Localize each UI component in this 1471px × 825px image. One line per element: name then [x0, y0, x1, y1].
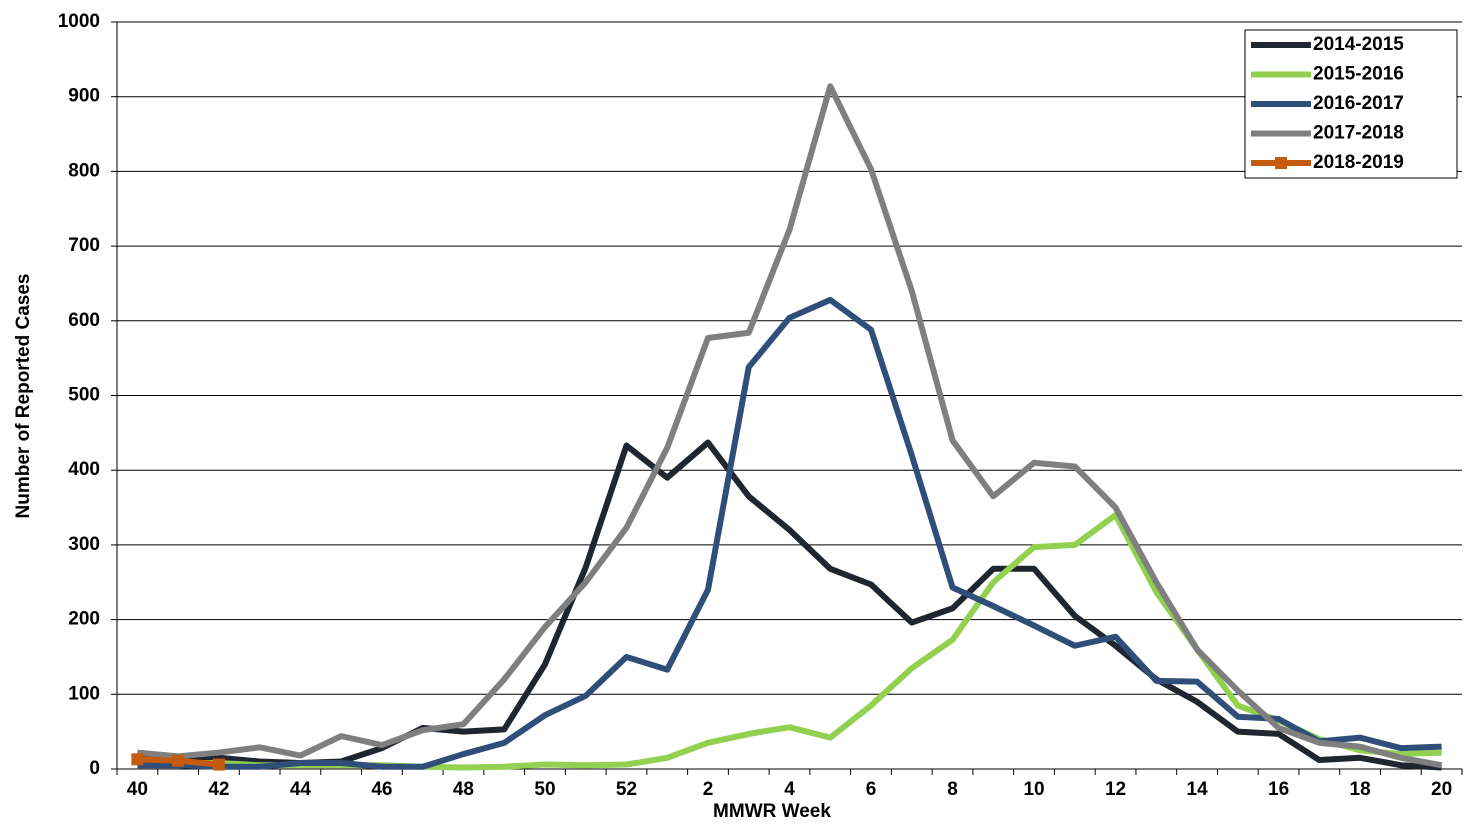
legend-marker	[1275, 157, 1287, 169]
series-line	[137, 439, 1442, 771]
x-tick-label: 42	[208, 779, 229, 800]
x-tick-label: 48	[453, 779, 474, 800]
y-tick-label: 700	[68, 235, 100, 256]
point-marker	[212, 758, 225, 771]
legend-label: 2015-2016	[1313, 64, 1404, 85]
legend-label: 2016-2017	[1313, 93, 1404, 114]
y-tick-label: 1000	[58, 11, 100, 32]
legend: 2014-2015 2015-2016 2016-2017 2017-2018 2018…	[1244, 29, 1458, 179]
x-tick-label: 46	[371, 779, 392, 800]
legend-label: 2014-2015	[1313, 34, 1404, 55]
series-line	[137, 296, 1442, 770]
x-tick-label: 2	[703, 779, 714, 800]
y-axis-label: Number of Reported Cases	[13, 274, 34, 519]
x-axis-label: MMWR Week	[713, 801, 831, 822]
x-tick-label: 18	[1350, 779, 1371, 800]
point-marker	[131, 753, 144, 766]
x-tick-label: 16	[1268, 779, 1289, 800]
x-tick-label: 44	[290, 779, 312, 800]
x-tick-label: 4	[784, 779, 795, 800]
y-tick-label: 800	[68, 160, 100, 181]
y-tick-label: 200	[68, 609, 100, 630]
x-tick-label: 12	[1105, 779, 1126, 800]
x-tick-label: 10	[1023, 779, 1044, 800]
legend-label: 2018-2019	[1313, 152, 1404, 173]
point-marker	[172, 754, 185, 767]
y-tick-label: 100	[68, 683, 100, 704]
x-tick-label: 20	[1431, 779, 1452, 800]
y-tick-label: 0	[89, 758, 100, 779]
x-tick-label: 6	[866, 779, 877, 800]
y-tick-label: 400	[68, 459, 100, 480]
x-tick-label: 14	[1187, 779, 1209, 800]
y-tick-label: 300	[68, 534, 100, 555]
y-tick-label: 500	[68, 385, 100, 406]
series-line	[137, 83, 1443, 769]
x-tick-label: 40	[127, 779, 148, 800]
x-tick-label: 52	[616, 779, 637, 800]
y-tick-label: 600	[68, 310, 100, 331]
legend-label: 2017-2018	[1313, 123, 1404, 144]
x-tick-label: 50	[534, 779, 555, 800]
y-tick-label: 900	[68, 86, 100, 107]
x-tick-label: 8	[947, 779, 958, 800]
